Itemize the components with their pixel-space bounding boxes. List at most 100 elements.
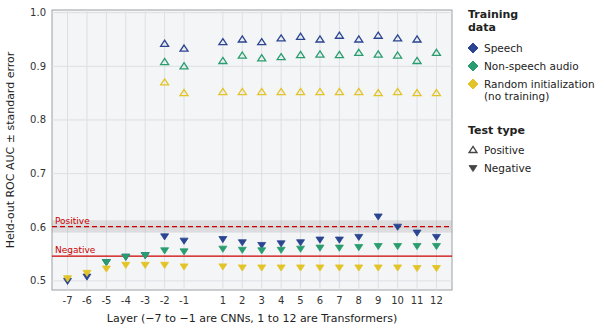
point (238, 88, 246, 94)
point (258, 88, 266, 94)
x-tick-label: -6 (82, 295, 92, 306)
point (161, 248, 169, 254)
point (335, 32, 343, 38)
point (432, 243, 440, 249)
point (432, 234, 440, 240)
point (413, 57, 421, 63)
point (413, 243, 421, 249)
grid-line (184, 10, 185, 290)
point (297, 33, 305, 39)
point (258, 265, 266, 271)
point (394, 35, 402, 41)
point (374, 243, 382, 249)
point (180, 249, 188, 255)
point (432, 49, 440, 55)
point (355, 245, 363, 251)
x-tick-label: -7 (63, 295, 73, 306)
point (413, 230, 421, 236)
point (432, 90, 440, 96)
point (355, 234, 363, 240)
point (355, 36, 363, 42)
point (335, 245, 343, 251)
x-tick-label: 1 (220, 295, 226, 306)
point (64, 276, 72, 282)
y-tick-label: 0.5 (30, 275, 46, 286)
grid-line (52, 280, 452, 281)
point (141, 253, 149, 259)
point (161, 79, 169, 85)
point (374, 265, 382, 271)
plot-content (52, 32, 452, 284)
grid-line (52, 173, 452, 174)
legend-entry: Negative (484, 162, 531, 174)
legend-entry: Speech (484, 42, 523, 54)
x-tick-label: -2 (160, 295, 170, 306)
point (374, 214, 382, 220)
legend-swatch (468, 43, 478, 53)
reference-line-label: Negative (55, 245, 96, 255)
point (219, 237, 227, 243)
point (258, 55, 266, 61)
point (102, 266, 110, 272)
x-tick-label: 6 (317, 295, 323, 306)
legend-entry: Random initialization(no training) (484, 78, 595, 102)
point (277, 265, 285, 271)
point (355, 88, 363, 94)
legend-entry: Non-speech audio (484, 60, 579, 72)
point (316, 88, 324, 94)
point (297, 88, 305, 94)
reference-band (52, 220, 452, 232)
point (180, 264, 188, 270)
point (277, 241, 285, 247)
point (102, 260, 110, 266)
point (219, 57, 227, 63)
point (413, 36, 421, 42)
point (238, 240, 246, 246)
point (316, 36, 324, 42)
legend-title: Trainingdata (468, 8, 518, 34)
legend: Trainingdata Speech Non-speech audio Random… (468, 8, 595, 174)
x-tick-label: 4 (278, 295, 284, 306)
point (219, 88, 227, 94)
point (374, 32, 382, 38)
point (277, 35, 285, 41)
point (180, 238, 188, 244)
point (219, 39, 227, 45)
legend-swatch (469, 165, 477, 171)
point (238, 36, 246, 42)
x-tick-label: -4 (121, 295, 131, 306)
point (335, 51, 343, 57)
legend-entry: Positive (484, 144, 524, 156)
legend-swatch (469, 146, 477, 152)
point (297, 240, 305, 246)
point (180, 90, 188, 96)
legend-swatch (468, 79, 478, 89)
point (316, 265, 324, 271)
y-tick-label: 0.6 (30, 222, 46, 233)
x-tick-label: 12 (430, 295, 443, 306)
point (122, 254, 130, 260)
legend-swatch (468, 61, 478, 71)
point (141, 262, 149, 268)
point (394, 243, 402, 249)
point (258, 39, 266, 45)
point (277, 54, 285, 60)
point (102, 260, 110, 266)
point (374, 90, 382, 96)
y-tick-label: 1.0 (30, 7, 46, 18)
point (238, 52, 246, 58)
x-tick-label: -1 (179, 295, 189, 306)
grid-line (52, 66, 452, 67)
point (413, 90, 421, 96)
x-tick-label: 3 (259, 295, 265, 306)
legend-title: Test type (468, 124, 525, 137)
reference-line (52, 226, 452, 227)
x-axis-label: Layer (−7 to −1 are CNNs, 1 to 12 are Tr… (107, 312, 397, 325)
x-tick-label: -3 (140, 295, 150, 306)
point (161, 40, 169, 46)
x-tick-label: 11 (411, 295, 424, 306)
x-tick-label: 8 (356, 295, 362, 306)
point (394, 265, 402, 271)
point (161, 262, 169, 268)
grid-line (52, 119, 452, 120)
